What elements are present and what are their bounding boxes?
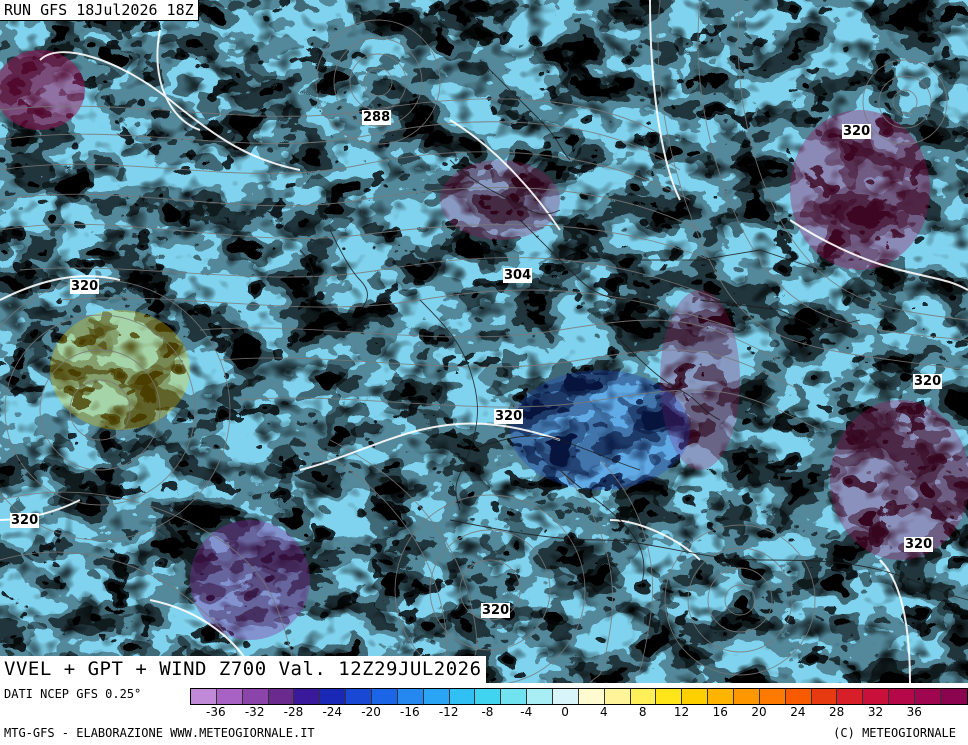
scale-tick-label: -16 bbox=[400, 705, 420, 719]
scale-swatch bbox=[346, 689, 373, 704]
scale-swatch bbox=[915, 689, 941, 704]
scale-swatch bbox=[449, 689, 476, 704]
weather-map: RUN GFS 18Jul2026 18Z 288 320 320 304 32… bbox=[0, 0, 968, 683]
scale-swatch bbox=[811, 689, 838, 704]
scale-tick-label: -36 bbox=[206, 705, 226, 719]
gpt-label: 320 bbox=[494, 409, 524, 424]
footer-credit: MTG-GFS - ELABORAZIONE WWW.METEOGIORNALE… bbox=[4, 726, 315, 740]
scale-swatch bbox=[553, 689, 579, 704]
gpt-label: 320 bbox=[913, 374, 943, 389]
scale-swatch bbox=[320, 689, 347, 704]
gpt-label: 320 bbox=[842, 124, 872, 139]
scale-swatch bbox=[268, 689, 295, 704]
gpt-label: 320 bbox=[10, 513, 40, 528]
scale-swatch bbox=[604, 689, 631, 704]
scale-tick-label: -4 bbox=[520, 705, 533, 719]
scale-tick-label: 24 bbox=[790, 705, 806, 719]
scale-swatch bbox=[734, 689, 760, 704]
scale-tick-label: -24 bbox=[322, 705, 343, 719]
gpt-contours bbox=[0, 0, 968, 683]
scale-swatch bbox=[191, 689, 217, 704]
scale-tick-label: 36 bbox=[906, 705, 922, 719]
scale-tick-label: -12 bbox=[438, 705, 459, 719]
scale-swatch bbox=[397, 689, 424, 704]
scale-swatch bbox=[837, 689, 864, 704]
scale-swatch bbox=[372, 689, 398, 704]
scale-tick-label: 12 bbox=[673, 705, 690, 719]
scale-tick-label: 32 bbox=[867, 705, 884, 719]
scale-tick-label: 20 bbox=[751, 705, 767, 719]
scale-swatch bbox=[889, 689, 916, 704]
scale-tick-label: -20 bbox=[361, 705, 381, 719]
scale-tick-label: -8 bbox=[481, 705, 494, 719]
scale-swatch bbox=[759, 689, 786, 704]
color-scale bbox=[190, 688, 968, 705]
scale-swatch bbox=[216, 689, 243, 704]
scale-swatch bbox=[630, 689, 657, 704]
scale-tick-label: 16 bbox=[712, 705, 728, 719]
footer-copyright: (C) METEOGIORNALE bbox=[833, 726, 956, 740]
wind-streamlines bbox=[0, 0, 968, 683]
gpt-label: 304 bbox=[503, 268, 533, 283]
map-title: VVEL + GPT + WIND Z700 Val. 12Z29JUL2026 bbox=[0, 656, 486, 683]
scale-swatch bbox=[294, 689, 321, 704]
scale-swatch bbox=[863, 689, 890, 704]
gpt-label: 320 bbox=[481, 603, 511, 618]
gpt-label: 288 bbox=[362, 110, 392, 125]
scale-tick-label: -32 bbox=[244, 705, 265, 719]
map-canvas bbox=[0, 0, 968, 683]
scale-swatch bbox=[708, 689, 735, 704]
scale-swatch bbox=[656, 689, 683, 704]
scale-ticks: -36 -32 -28 -24 -20 -16 -12 -8 -4 0 4 8 12 16 20 24 28 32… bbox=[190, 705, 966, 723]
scale-tick-label: -28 bbox=[283, 705, 304, 719]
data-source-label: DATI NCEP GFS 0.25° bbox=[4, 687, 142, 701]
scale-swatch bbox=[578, 689, 605, 704]
scale-swatch bbox=[501, 689, 528, 704]
intense-zones bbox=[0, 50, 968, 640]
scale-swatch bbox=[527, 689, 554, 704]
legend-area: DATI NCEP GFS 0.25° -36 -32 -28 -24 -20 -16 -1… bbox=[0, 683, 968, 745]
gpt-label: 320 bbox=[70, 279, 100, 294]
coastlines bbox=[299, 59, 968, 601]
run-label: RUN GFS 18Jul2026 18Z bbox=[0, 0, 199, 21]
scale-tick-label: 4 bbox=[600, 705, 608, 719]
scale-tick-label: 28 bbox=[829, 705, 845, 719]
scale-swatch bbox=[475, 689, 502, 704]
scale-tick-label: 8 bbox=[638, 705, 647, 719]
scale-swatch bbox=[423, 689, 450, 704]
scale-tick-label: 0 bbox=[561, 705, 569, 719]
scale-swatch bbox=[682, 689, 709, 704]
gpt-label: 320 bbox=[904, 537, 934, 552]
scale-swatch bbox=[940, 689, 967, 704]
scale-swatch bbox=[242, 689, 269, 704]
scale-swatch bbox=[785, 689, 812, 704]
